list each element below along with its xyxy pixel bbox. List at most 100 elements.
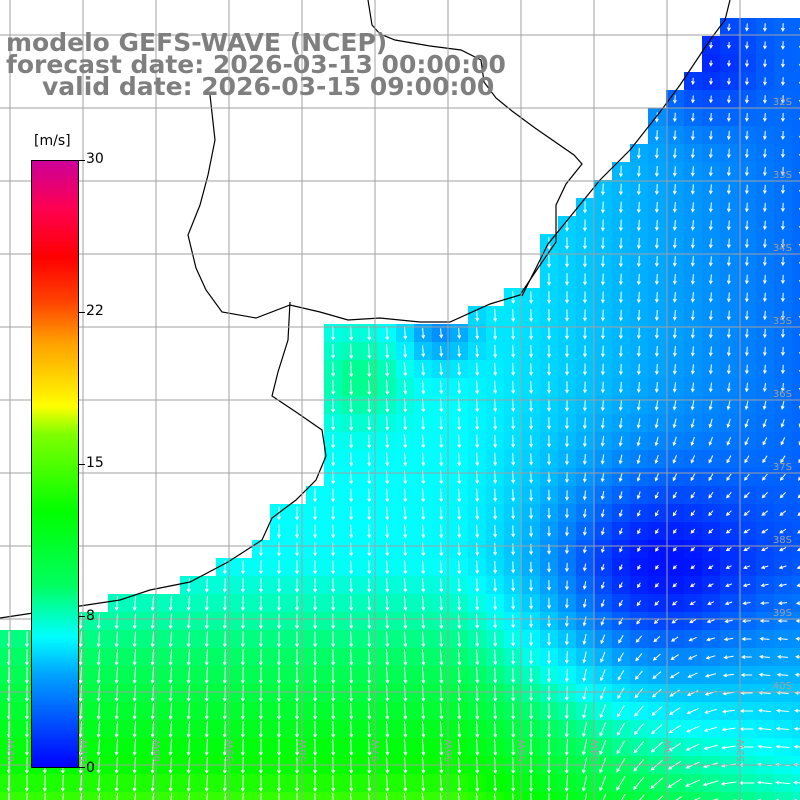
wind-arrow: [240, 595, 245, 612]
wind-arrow: [762, 437, 768, 446]
wind-speed-cell: [792, 288, 800, 307]
wind-arrow: [762, 95, 767, 104]
wind-arrow: [385, 506, 390, 521]
wind-arrow: [511, 738, 516, 757]
wind-speed-cell: [792, 18, 800, 37]
wind-arrow: [511, 452, 516, 467]
wind-speed-cell: [792, 234, 800, 253]
wind-arrow: [672, 166, 677, 177]
wind-arrow: [618, 345, 623, 358]
wind-arrow: [421, 738, 426, 757]
wind-arrow: [134, 792, 137, 800]
wind-arrow: [708, 436, 713, 446]
wind-arrow: [762, 455, 768, 464]
wind-arrow: [723, 655, 734, 660]
wind-speed-cell: [792, 576, 800, 595]
wind-arrow: [651, 706, 663, 716]
wind-arrow: [600, 219, 605, 232]
wind-speed-cell: [702, 792, 721, 800]
wind-arrow: [277, 613, 281, 630]
wind-arrow: [529, 344, 534, 359]
wind-arrow: [690, 418, 695, 429]
wind-arrow: [582, 703, 587, 719]
wind-arrow: [295, 613, 300, 630]
wind-arrow: [762, 274, 767, 285]
wind-arrow: [476, 792, 478, 800]
wind-arrow: [760, 565, 769, 570]
wind-arrow: [654, 363, 659, 376]
wind-arrow: [547, 774, 552, 793]
wind-arrow: [743, 510, 750, 516]
wind-arrow: [276, 631, 281, 648]
wind-arrow: [690, 528, 696, 534]
wind-arrow: [744, 220, 749, 231]
wind-arrow: [690, 238, 695, 249]
wind-arrow: [686, 708, 699, 715]
wind-arrow: [331, 524, 336, 539]
wind-arrow: [60, 774, 65, 793]
colorbar: [31, 160, 79, 768]
wind-arrow: [599, 704, 606, 719]
wind-arrow: [222, 613, 227, 630]
wind-arrow: [726, 238, 731, 249]
wind-arrow: [421, 488, 426, 503]
wind-arrow: [721, 745, 736, 750]
wind-arrow: [582, 435, 587, 448]
colorbar-tick: [79, 767, 85, 768]
wind-arrow: [403, 488, 408, 503]
wind-arrow: [313, 702, 318, 721]
wind-arrow: [114, 702, 119, 721]
wind-arrow: [672, 382, 677, 393]
wind-arrow: [762, 166, 767, 177]
wind-arrow: [240, 578, 245, 593]
wind-arrow: [655, 510, 659, 517]
wind-speed-cell: [774, 792, 793, 800]
wind-speed-cell: [360, 792, 379, 800]
wind-arrow: [204, 666, 209, 685]
wind-arrow: [475, 488, 480, 503]
wind-arrow: [367, 631, 372, 648]
wind-arrow: [672, 148, 677, 159]
wind-arrow: [548, 792, 550, 800]
wind-arrow: [618, 165, 623, 178]
wind-arrow: [564, 417, 569, 430]
wind-arrow: [708, 346, 713, 357]
wind-arrow: [618, 183, 623, 196]
wind-arrow: [349, 613, 354, 630]
wind-arrow: [367, 452, 372, 467]
wind-arrow: [778, 547, 787, 552]
wind-arrow: [672, 256, 677, 267]
wind-arrow: [617, 652, 624, 663]
wind-arrow: [690, 256, 695, 267]
wind-arrow: [295, 542, 300, 557]
wind-arrow: [529, 489, 534, 502]
wind-speed-cell: [792, 378, 800, 397]
wind-arrow: [403, 434, 408, 449]
wind-arrow: [775, 744, 790, 749]
wind-arrow: [313, 578, 318, 593]
wind-arrow: [671, 618, 678, 624]
wind-arrow: [222, 702, 227, 721]
wind-arrow: [114, 613, 119, 630]
wind-arrow: [780, 95, 785, 104]
wind-arrow: [78, 631, 83, 648]
wind-arrow: [744, 202, 749, 213]
wind-arrow: [132, 738, 137, 757]
wind-arrow: [722, 673, 735, 678]
wind-arrow: [725, 583, 733, 587]
wind-arrow: [780, 400, 785, 410]
longitude-label: 58W: [298, 739, 309, 762]
wind-arrow: [222, 631, 227, 648]
wind-arrow: [331, 595, 336, 612]
wind-arrow: [204, 649, 209, 666]
colorbar-tick: [79, 616, 85, 617]
wind-arrow: [258, 684, 263, 703]
wind-arrow: [619, 564, 623, 571]
wind-arrow: [582, 616, 587, 627]
wind-arrow: [24, 738, 29, 757]
wind-arrow: [403, 506, 408, 521]
wind-arrow: [777, 601, 788, 606]
wind-speed-cell: [468, 792, 487, 800]
wind-arrow: [529, 614, 534, 629]
wind-arrow: [475, 774, 480, 793]
